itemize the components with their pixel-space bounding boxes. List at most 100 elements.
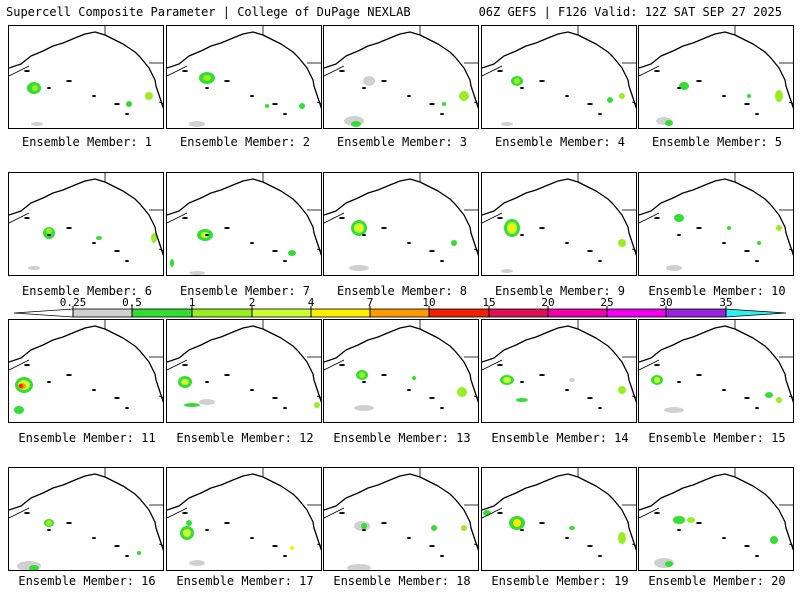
scp-contour: [509, 225, 515, 231]
map-canvas: [639, 468, 793, 568]
scp-contour: [14, 406, 24, 414]
scp-contour: [619, 93, 625, 99]
coastline: [167, 325, 321, 404]
ensemble-member-map: [323, 25, 479, 129]
ensemble-member-caption: Ensemble Member: 16: [18, 574, 156, 588]
ensemble-member-caption: Ensemble Member: 13: [333, 431, 471, 445]
ensemble-member-caption: Ensemble Member: 20: [648, 574, 786, 588]
ensemble-member-caption: Ensemble Member: 9: [494, 284, 626, 298]
political-border: [9, 212, 30, 224]
coastline: [324, 31, 478, 110]
political-border: [324, 507, 345, 519]
scp-contour: [459, 91, 469, 101]
island: [654, 364, 660, 366]
political-border: [482, 359, 503, 371]
ensemble-member-caption: Ensemble Member: 10: [648, 284, 786, 298]
island: [114, 545, 120, 547]
scp-contour: [776, 225, 782, 231]
scp-contour: [569, 526, 575, 530]
island: [440, 113, 444, 115]
political-border: [639, 65, 660, 77]
political-border: [167, 212, 188, 224]
ensemble-member-map: [8, 25, 164, 129]
coastline: [639, 31, 793, 110]
island: [362, 234, 366, 236]
island: [205, 381, 209, 383]
ensemble-member-map: [323, 172, 479, 276]
scp-contour: [776, 397, 782, 403]
scp-contour: [516, 398, 528, 402]
scp-contour: [170, 259, 174, 267]
colorbar-segment: [606, 308, 667, 318]
island: [24, 512, 30, 514]
map-canvas: [167, 26, 321, 127]
scp-contour: [757, 241, 761, 245]
island: [283, 113, 287, 115]
scp-contour: [666, 265, 682, 271]
scp-contour: [351, 121, 361, 127]
island: [272, 250, 278, 252]
island: [654, 217, 660, 219]
ensemble-member-map: [166, 172, 322, 276]
colorbar-segment: [725, 308, 787, 318]
island: [677, 381, 681, 383]
ensemble-member-caption: Ensemble Member: 14: [491, 431, 629, 445]
political-border: [482, 65, 503, 77]
scp-contour: [679, 82, 689, 90]
map-canvas: [639, 320, 793, 413]
colorbar-tick-label: 0.25: [59, 296, 87, 309]
political-border: [158, 248, 163, 251]
coastline: [167, 31, 321, 110]
political-border: [473, 101, 478, 104]
scp-contour: [513, 519, 521, 527]
island: [339, 364, 345, 366]
scp-contour: [727, 226, 731, 230]
island: [92, 537, 96, 539]
scp-contour: [359, 372, 365, 378]
island: [182, 512, 188, 514]
scp-contour: [747, 94, 751, 98]
island: [587, 250, 593, 252]
political-border: [788, 543, 793, 546]
colorbar-segment: [191, 308, 253, 318]
island: [66, 80, 72, 82]
island: [362, 381, 366, 383]
colorbar-segment: [13, 308, 74, 318]
political-border: [167, 507, 188, 519]
colorbar-segment: [310, 308, 371, 318]
coastline: [167, 178, 321, 257]
island: [339, 70, 345, 72]
island: [440, 555, 444, 557]
scp-contour: [203, 75, 211, 81]
scp-contour: [775, 90, 783, 102]
scp-contour: [126, 101, 132, 107]
island: [272, 103, 278, 105]
island: [250, 95, 254, 97]
colorbar-tick-label: 7: [366, 296, 374, 309]
ensemble-member-map: [323, 467, 479, 571]
colorbar-tick-label: 0.5: [122, 296, 142, 309]
scp-contour: [451, 240, 457, 246]
scp-contour: [765, 392, 773, 398]
colorbar-tick-label: 10: [422, 296, 436, 309]
island: [92, 389, 96, 391]
island: [224, 80, 230, 82]
island: [677, 234, 681, 236]
colorbar-tick-label: 1: [188, 296, 196, 309]
island: [539, 227, 545, 229]
island: [677, 87, 681, 89]
island: [744, 397, 750, 399]
island: [539, 522, 545, 524]
map-title: Supercell Composite Parameter | College …: [6, 5, 411, 19]
island: [744, 103, 750, 105]
political-border: [324, 65, 345, 77]
island: [205, 529, 209, 531]
scp-contour: [186, 520, 192, 526]
island: [381, 80, 387, 82]
coastline: [639, 473, 793, 552]
scp-contour: [503, 377, 511, 383]
ensemble-member-map: [481, 319, 637, 423]
island: [283, 260, 287, 262]
ensemble-member-map: [638, 467, 794, 571]
ensemble-member-caption: Ensemble Member: 15: [648, 431, 786, 445]
